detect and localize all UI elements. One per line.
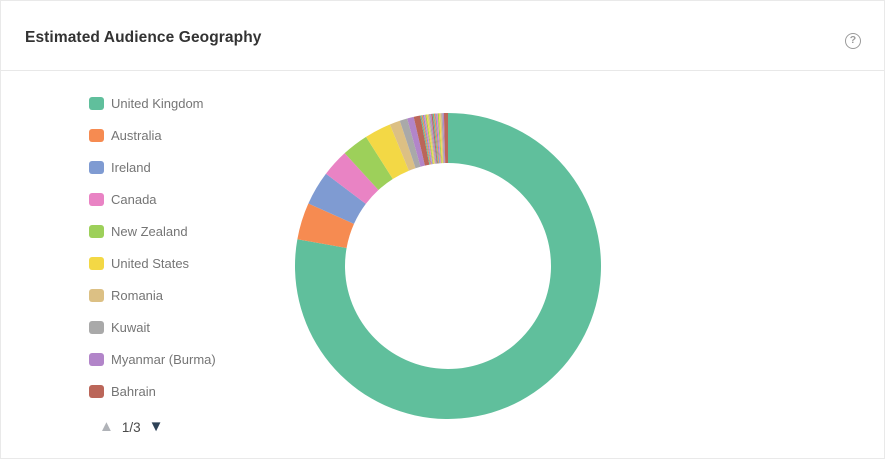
pie-slice-kuwait[interactable] (399, 118, 421, 169)
donut-chart-svg[interactable] (283, 101, 613, 431)
pie-slice-small[interactable] (423, 114, 433, 165)
legend-item[interactable]: Australia (89, 127, 289, 143)
pie-slice-ireland[interactable] (308, 173, 366, 224)
legend-swatch-icon (89, 128, 104, 142)
legend-item[interactable]: Kuwait (89, 319, 289, 335)
legend-swatch-icon (89, 96, 104, 110)
pie-slice-small[interactable] (426, 114, 435, 165)
legend-page-down-icon[interactable]: ▼ (148, 418, 164, 435)
pie-slice-small[interactable] (438, 113, 443, 164)
legend-item[interactable]: United States (89, 255, 289, 271)
pie-slice-small[interactable] (430, 113, 437, 164)
legend-item-label: Romania (111, 287, 164, 303)
pie-slice-small[interactable] (440, 113, 444, 164)
legend-item-label: New Zealand (111, 223, 188, 239)
pie-slice-small[interactable] (433, 113, 440, 164)
pie-slice-small[interactable] (442, 113, 446, 164)
pie-slice-small[interactable] (422, 114, 432, 165)
pie-slice-small[interactable] (441, 113, 445, 164)
legend-item-label: United States (111, 255, 190, 271)
legend-item[interactable]: Myanmar (Burma) (89, 351, 289, 367)
pie-slice-small[interactable] (431, 113, 438, 164)
pie-slice-small[interactable] (437, 113, 442, 164)
legend-item[interactable]: United Kingdom (89, 95, 289, 111)
help-icon[interactable]: ? (845, 33, 861, 49)
pie-slice-small[interactable] (428, 114, 436, 164)
legend-item-label: Kuwait (111, 319, 151, 335)
pie-slice-australia[interactable] (297, 203, 354, 248)
legend-item[interactable]: Bahrain (89, 383, 289, 399)
pie-slice-small[interactable] (435, 113, 441, 164)
pie-slice-new-zealand[interactable] (344, 136, 393, 191)
legend-swatch-icon (89, 256, 104, 270)
legend-item-label: Australia (111, 127, 162, 143)
legend-swatch-icon (89, 224, 104, 238)
legend-item[interactable]: Canada (89, 191, 289, 207)
pie-slice-bahrain[interactable] (413, 115, 430, 166)
pie-slice-united-kingdom[interactable] (294, 113, 601, 419)
pie-slice-small[interactable] (443, 113, 448, 164)
pie-slice-romania[interactable] (389, 120, 416, 171)
pie-slice-united-states[interactable] (366, 124, 409, 180)
legend-swatch-icon (89, 288, 104, 302)
pie-slice-myanmar-burma[interactable] (407, 116, 425, 167)
chart-legend: United Kingdom Australia Ireland Canada New … (89, 96, 289, 416)
pie-slice-canada[interactable] (325, 153, 379, 204)
pie-slice-small[interactable] (425, 114, 434, 165)
card-header: Estimated Audience Geography ? (1, 1, 884, 71)
legend-swatch-icon (89, 384, 104, 398)
pie-slice-small[interactable] (436, 113, 442, 164)
pie-slice-small[interactable] (421, 115, 431, 165)
legend-item[interactable]: New Zealand (89, 223, 289, 239)
pie-slice-small[interactable] (420, 115, 431, 165)
pie-slice-small[interactable] (427, 114, 436, 164)
legend-item-label: Ireland (111, 159, 151, 175)
page-title: Estimated Audience Geography (25, 29, 262, 46)
legend-item-label: Myanmar (Burma) (111, 351, 216, 367)
legend-swatch-icon (89, 352, 104, 366)
legend-item-label: Canada (111, 191, 157, 207)
legend-pager: ▲ 1/3 ▼ (99, 418, 164, 436)
donut-chart[interactable] (283, 101, 613, 431)
legend-page-indicator: 1/3 (121, 419, 141, 435)
legend-swatch-icon (89, 160, 104, 174)
legend-swatch-icon (89, 320, 104, 334)
legend-page-up-icon[interactable]: ▲ (99, 418, 114, 435)
legend-item[interactable]: Ireland (89, 159, 289, 175)
pie-slice-small[interactable] (432, 113, 439, 164)
legend-swatch-icon (89, 192, 104, 206)
legend-item[interactable]: Romania (89, 287, 289, 303)
legend-item-label: Bahrain (111, 383, 156, 399)
legend-item-label: United Kingdom (111, 95, 204, 111)
